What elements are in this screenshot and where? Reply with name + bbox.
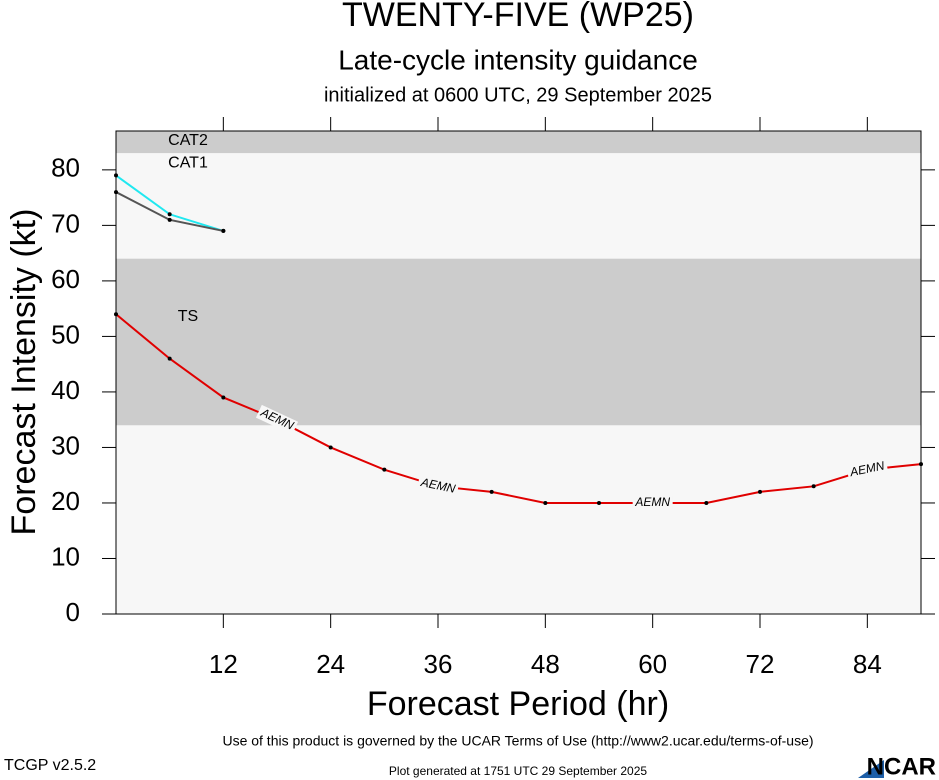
init-text: initialized at 0600 UTC, 29 September 20… [324,84,712,106]
plot-frame [115,130,922,615]
inline-label-bg [416,475,460,498]
inline-label-bg [255,404,299,435]
data-point [167,212,172,217]
intensity-band [116,153,921,259]
x-tick-label: 48 [531,649,560,679]
data-point [758,489,762,494]
data-point [811,484,816,489]
data-point [382,467,387,472]
data-point [167,217,172,222]
intensity-band [116,131,921,154]
inline-label-bg [846,458,889,481]
data-point [221,395,226,400]
inline-label-bg [632,495,673,510]
data-point [489,489,494,494]
x-tick-label: 24 [316,649,345,679]
x-tick-label: 72 [746,649,775,679]
version-text: TCGP v2.5.2 [4,757,96,774]
data-point [919,462,923,467]
y-tick-label: 20 [51,486,80,516]
y-tick-label: 30 [51,430,80,460]
inline-label-group: AEMN [632,495,673,510]
data-point [597,500,601,505]
intensity-band [116,258,921,426]
logo-text: NCAR [867,753,936,780]
band-label: CAT2 [168,132,208,149]
x-tick-label: 12 [209,649,238,679]
logo-mark [858,760,884,778]
x-tick-label: 60 [638,649,667,679]
inline-label-group: AEMN [416,475,460,498]
chart-title: TWENTY-FIVE (WP25) [342,0,694,34]
data-point [114,173,118,178]
x-tick-label: 36 [424,649,453,679]
y-tick-label: 0 [66,597,80,627]
x-tick-label: 84 [853,649,882,679]
data-point [704,500,709,505]
y-tick-label: 40 [51,375,80,405]
series-line [115,313,922,504]
x-axis-title: Forecast Period (hr) [367,685,669,723]
data-point [328,445,333,450]
chart-subtitle: Late-cycle intensity guidance [338,44,698,75]
y-tick-label: 10 [51,541,80,571]
generated-text: Plot generated at 1751 UTC 29 September … [389,764,647,778]
y-tick-label: 50 [51,319,80,349]
data-point [167,356,172,361]
y-axis-title: Forecast Intensity (kt) [5,209,43,536]
data-point [114,190,118,195]
y-tick-label: 60 [51,264,80,294]
y-tick-label: 80 [51,153,80,183]
data-point [114,312,118,317]
y-tick-label: 70 [51,208,80,238]
terms-text: Use of this product is governed by the U… [222,733,813,749]
data-point [221,228,226,233]
band-label: CAT1 [168,154,208,171]
inline-label: AEMN [634,495,670,509]
band-label: TS [178,308,198,325]
data-point [543,500,548,505]
inline-label-group: AEMN [846,458,889,481]
